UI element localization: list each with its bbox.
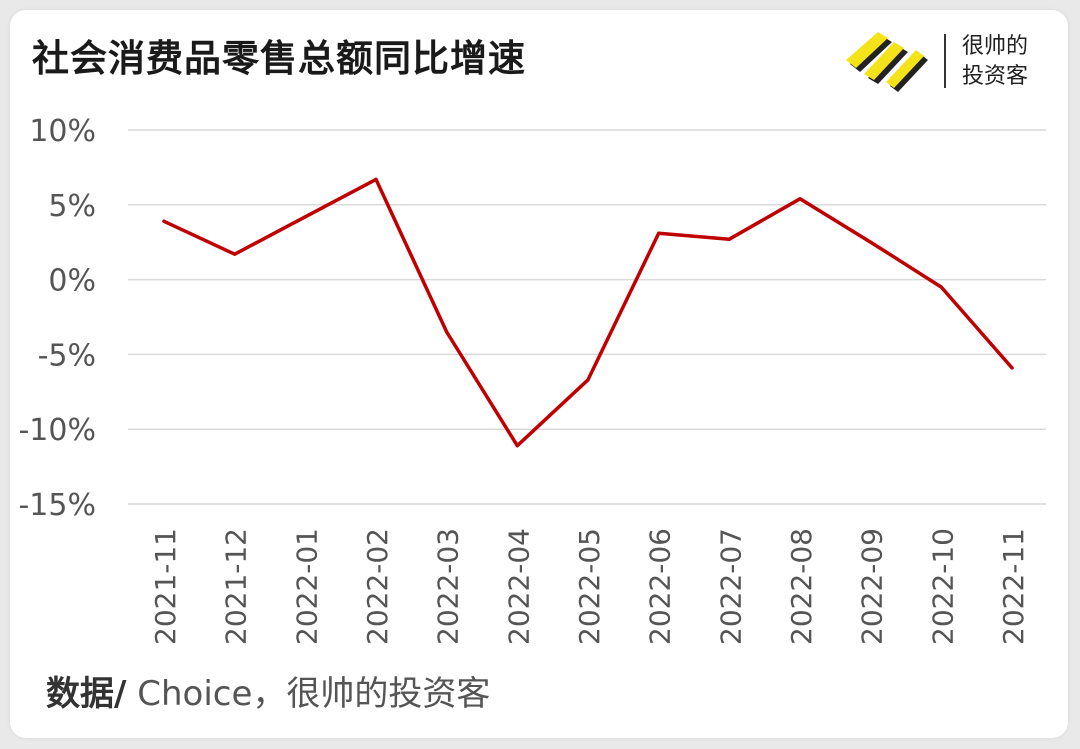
series-line bbox=[162, 177, 1014, 448]
x-tick-label: 2022-07 bbox=[714, 528, 747, 645]
x-tick-label: 2022-11 bbox=[997, 528, 1030, 645]
brand-line-2: 投资客 bbox=[962, 64, 1029, 89]
y-tick-label: 5% bbox=[48, 189, 96, 224]
source-text: Choice，很帅的投资客 bbox=[126, 674, 491, 714]
data-point bbox=[374, 177, 378, 181]
y-tick-label: 10% bbox=[29, 114, 96, 149]
grid-lines bbox=[128, 129, 1046, 505]
data-point bbox=[798, 197, 802, 201]
data-point bbox=[515, 444, 519, 448]
x-tick-label: 2021-11 bbox=[149, 528, 182, 645]
chart-card bbox=[10, 10, 1068, 738]
data-point bbox=[162, 219, 166, 223]
data-point bbox=[586, 378, 590, 382]
x-tick-label: 2021-12 bbox=[220, 528, 253, 645]
x-tick-label: 2022-09 bbox=[856, 528, 889, 645]
source-label: 数据/ bbox=[46, 674, 127, 714]
data-point bbox=[445, 330, 449, 334]
brand-logo-icon bbox=[846, 32, 928, 92]
x-tick-label: 2022-10 bbox=[926, 528, 959, 645]
x-tick-label: 2022-01 bbox=[290, 528, 323, 645]
x-tick-label: 2022-05 bbox=[573, 528, 606, 645]
x-tick-label: 2022-03 bbox=[432, 528, 465, 645]
y-tick-label: -15% bbox=[18, 488, 96, 523]
data-point bbox=[657, 231, 661, 235]
source-note: 数据/ Choice，很帅的投资客 bbox=[46, 666, 490, 715]
brand-block: 很帅的 投资客 bbox=[838, 28, 1058, 94]
x-tick-label: 2022-08 bbox=[785, 528, 818, 645]
x-axis-ticks: 2021-11 2021-12 2022-01 2022-02 2022-03 2022-… bbox=[149, 528, 1030, 645]
x-tick-label: 2022-06 bbox=[644, 528, 677, 645]
x-tick-label: 2022-02 bbox=[361, 528, 394, 645]
brand-divider bbox=[944, 34, 946, 88]
y-tick-label: 0% bbox=[48, 264, 96, 299]
y-axis-ticks: 10% 5% 0% -5% -10% -15% bbox=[18, 114, 96, 523]
brand-line-1: 很帅的 bbox=[962, 34, 1029, 59]
y-tick-label: -5% bbox=[38, 338, 96, 373]
data-point bbox=[727, 237, 731, 241]
y-tick-label: -10% bbox=[18, 413, 96, 448]
x-tick-label: 2022-04 bbox=[502, 528, 535, 645]
brand-name: 很帅的 投资客 bbox=[962, 32, 1028, 92]
data-point bbox=[233, 252, 237, 256]
series-points bbox=[162, 177, 1014, 448]
chart-title: 社会消费品零售总额同比增速 bbox=[32, 37, 526, 80]
data-point bbox=[303, 215, 307, 219]
data-point bbox=[939, 285, 943, 289]
data-point bbox=[869, 240, 873, 244]
data-point bbox=[1010, 366, 1014, 370]
